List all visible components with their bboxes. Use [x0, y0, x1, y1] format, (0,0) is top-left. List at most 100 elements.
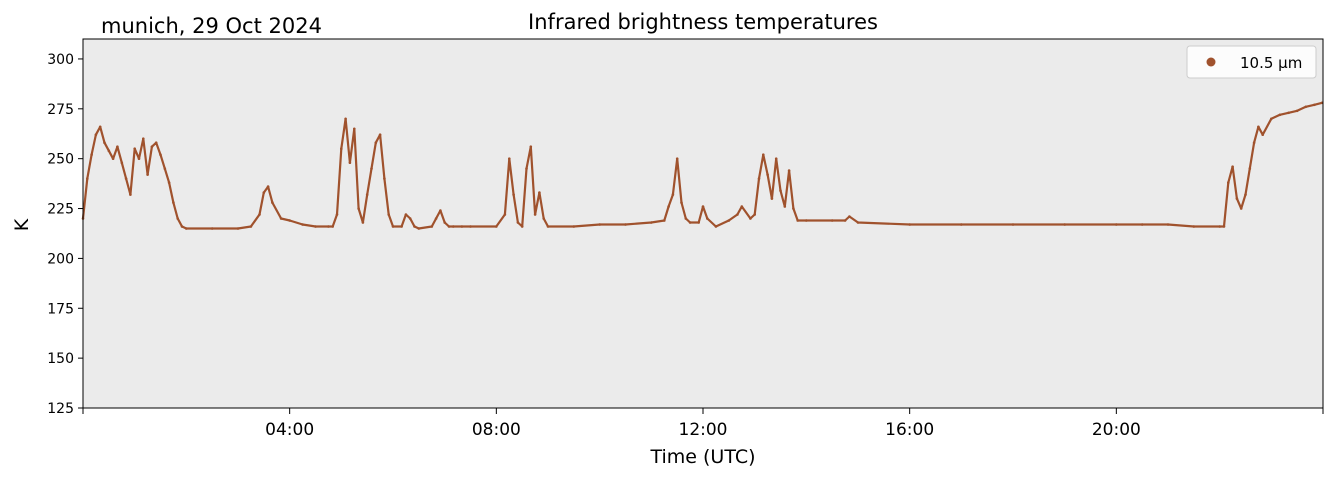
- data-point: [378, 133, 382, 136]
- data-point: [176, 217, 179, 220]
- data-point: [266, 185, 270, 188]
- plot-frame: [82, 38, 1324, 409]
- data-point: [546, 225, 550, 228]
- data-point: [348, 161, 352, 164]
- data-point: [391, 225, 395, 228]
- data-point: [663, 219, 666, 222]
- data-point: [783, 205, 787, 208]
- data-point: [185, 227, 188, 230]
- data-point: [133, 147, 136, 150]
- data-point: [1252, 141, 1256, 144]
- y-tick-label: 275: [47, 102, 74, 118]
- data-point: [116, 145, 119, 148]
- x-tick-label: 20:00: [1092, 420, 1141, 440]
- data-point: [434, 217, 438, 220]
- data-point: [727, 219, 731, 222]
- data-point: [680, 201, 683, 204]
- data-point: [439, 209, 442, 212]
- data-point: [469, 225, 472, 228]
- y-axis: 125 150 175 200 225 250 275 300: [47, 52, 83, 417]
- data-point: [688, 221, 692, 224]
- data-point: [675, 157, 679, 160]
- data-point: [1222, 225, 1226, 228]
- data-point: [460, 225, 464, 228]
- data-point: [137, 157, 141, 160]
- data-point: [714, 225, 718, 228]
- x-tick-label: 12:00: [679, 420, 728, 440]
- y-tick-label: 225: [47, 202, 74, 218]
- data-point: [701, 205, 705, 208]
- data-point: [1231, 165, 1234, 168]
- data-point: [503, 213, 507, 216]
- data-point: [94, 133, 98, 136]
- data-point: [542, 217, 545, 220]
- data-point: [383, 177, 386, 180]
- data-point: [1115, 223, 1118, 226]
- data-point: [762, 153, 765, 156]
- data-point: [129, 193, 132, 196]
- data-point: [1278, 113, 1282, 117]
- data-point: [848, 215, 851, 218]
- data-point: [495, 225, 498, 228]
- data-point: [792, 207, 795, 210]
- data-point: [1270, 117, 1273, 121]
- data-point: [452, 225, 455, 228]
- data-point: [86, 177, 89, 180]
- data-point: [344, 117, 347, 121]
- data-point: [525, 167, 528, 170]
- data-point: [766, 173, 769, 176]
- legend-box: [1186, 45, 1317, 79]
- data-point: [624, 223, 627, 226]
- data-point: [856, 221, 860, 224]
- data-point: [1239, 207, 1243, 210]
- data-point: [1304, 105, 1308, 109]
- data-point: [516, 221, 520, 224]
- legend-marker: [1206, 57, 1216, 67]
- data-point: [1011, 223, 1015, 226]
- data-point: [774, 157, 778, 160]
- data-point: [103, 141, 106, 144]
- data-point: [404, 213, 408, 216]
- x-tick-label: 16:00: [885, 420, 934, 440]
- data-point: [598, 223, 601, 226]
- data-point: [210, 227, 214, 230]
- data-point: [154, 141, 158, 144]
- data-point: [353, 127, 356, 131]
- y-tick-label: 125: [47, 401, 74, 417]
- data-point: [413, 225, 416, 228]
- data-point: [1295, 109, 1299, 113]
- data-point: [288, 219, 292, 222]
- data-point: [706, 217, 709, 220]
- data-point: [538, 191, 541, 194]
- data-point: [124, 177, 128, 180]
- data-point: [370, 167, 373, 170]
- data-point: [753, 213, 756, 216]
- data-point: [340, 147, 343, 150]
- data-point: [430, 225, 434, 228]
- data-point: [1235, 197, 1239, 200]
- data-point: [749, 217, 752, 220]
- x-tick-label: 08:00: [472, 420, 521, 440]
- data-point: [150, 145, 154, 148]
- data-point: [697, 221, 700, 224]
- data-point: [180, 225, 184, 228]
- data-point: [805, 219, 808, 222]
- data-point: [1166, 223, 1170, 226]
- data-point: [447, 225, 451, 228]
- data-point: [374, 141, 378, 144]
- data-point: [740, 205, 744, 208]
- data-point: [787, 169, 791, 172]
- data-point: [271, 201, 274, 204]
- data-point: [1287, 111, 1290, 115]
- chart-subtitle: munich, 29 Oct 2024: [101, 14, 322, 38]
- data-point: [512, 193, 515, 196]
- y-tick-label: 300: [47, 52, 74, 68]
- data-point: [1218, 225, 1221, 228]
- data-point: [1313, 103, 1316, 107]
- y-axis-title: K: [11, 218, 33, 231]
- data-point: [365, 193, 369, 196]
- chart-title: Infrared brightness temperatures: [528, 10, 878, 34]
- data-point: [736, 213, 739, 216]
- data-point: [843, 219, 847, 222]
